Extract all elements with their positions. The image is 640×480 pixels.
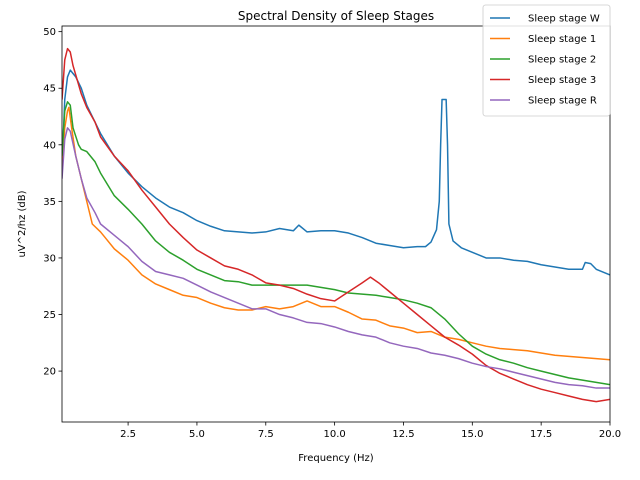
legend-label-5: Sleep stage R — [528, 96, 597, 107]
x-tick-label: 2.5 — [120, 429, 136, 440]
x-tick-label: 5.0 — [189, 429, 205, 440]
x-tick-label: 7.5 — [258, 429, 274, 440]
plot-frame — [61, 25, 611, 423]
series-line-4 — [62, 47, 610, 403]
series-line-3 — [62, 101, 610, 386]
series-line-5 — [62, 127, 610, 389]
y-tick-label: 50 — [43, 27, 56, 38]
y-tick-label: 25 — [43, 310, 56, 321]
legend-label-1: Sleep stage W — [528, 14, 600, 25]
y-tick-label: 40 — [43, 140, 56, 151]
y-tick-label: 45 — [43, 84, 56, 95]
chart-title: Spectral Density of Sleep Stages — [238, 9, 434, 23]
x-axis-label: Frequency (Hz) — [298, 453, 374, 464]
legend-box — [482, 4, 611, 117]
legend: Sleep stage W Sleep stage 1 Sleep stage 2 S… — [482, 4, 611, 117]
x-tick-label: 12.5 — [392, 429, 414, 440]
series-group — [62, 47, 610, 403]
legend-label-2: Sleep stage 1 — [528, 34, 596, 45]
y-tick-label: 20 — [43, 367, 56, 378]
x-tick-label: 15.0 — [461, 429, 483, 440]
x-tick-label: 10.0 — [323, 429, 345, 440]
y-tick-label: 35 — [43, 197, 56, 208]
y-axis-label: uV^2/hz (dB) — [17, 190, 28, 257]
legend-label-4: Sleep stage 3 — [528, 75, 596, 86]
y-tick-label: 30 — [43, 253, 56, 264]
series-line-2 — [62, 106, 610, 361]
plot-area: 2.5 5.0 7.5 10.0 12.5 15.0 17.5 20.0 20 25 30 35 40 4… — [43, 25, 621, 440]
x-tick-label: 17.5 — [530, 429, 552, 440]
x-tick-label: 20.0 — [599, 429, 621, 440]
legend-label-3: Sleep stage 2 — [528, 55, 596, 66]
